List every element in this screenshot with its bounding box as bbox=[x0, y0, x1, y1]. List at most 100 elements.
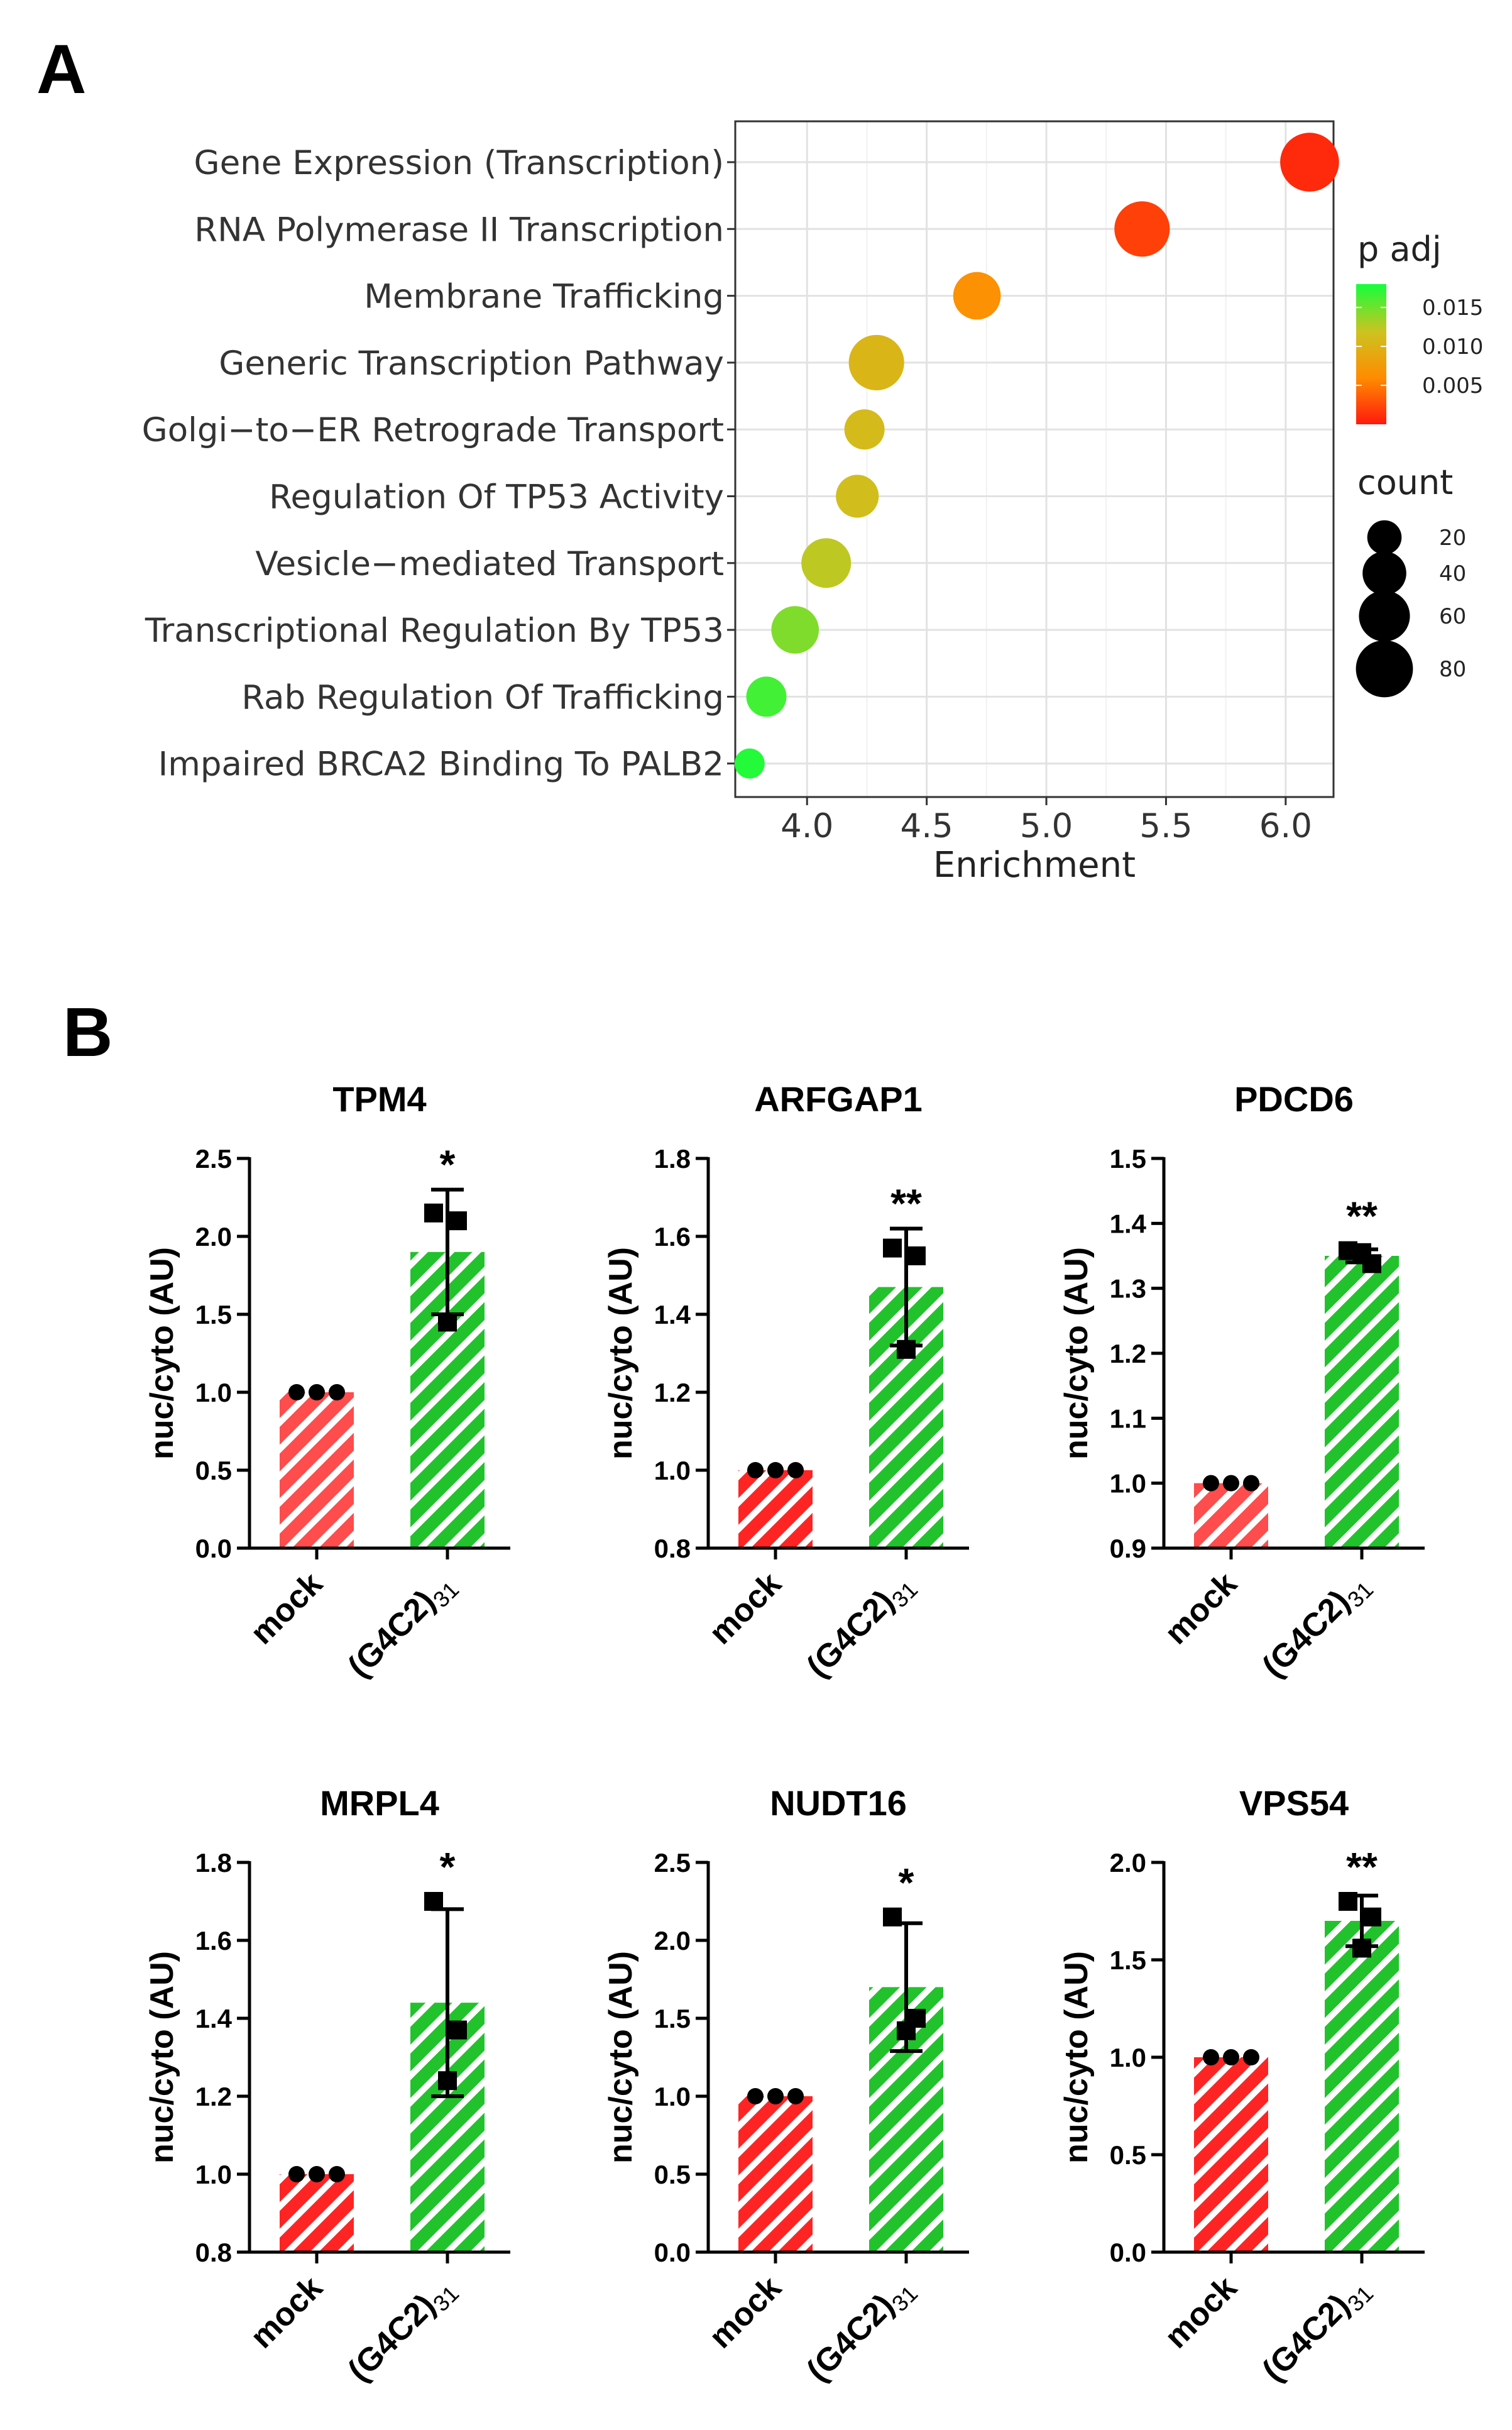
y-tick-label: 1.0 bbox=[1110, 2043, 1146, 2072]
y-tick-label: 1.4 bbox=[654, 1300, 691, 1329]
data-point-g4c2 bbox=[883, 1238, 902, 1258]
data-point-mock bbox=[309, 2166, 325, 2182]
data-point-g4c2 bbox=[1352, 1938, 1371, 1958]
y-axis-label: nuc/cyto (AU) bbox=[1058, 1951, 1095, 2163]
data-point-mock bbox=[309, 1384, 325, 1400]
enrichment-point bbox=[1280, 133, 1339, 192]
term-label: Membrane Trafficking bbox=[364, 278, 724, 316]
size-legend-label: 60 bbox=[1439, 604, 1466, 629]
y-axis-label: nuc/cyto (AU) bbox=[603, 1247, 639, 1460]
bar-mock bbox=[1194, 2057, 1268, 2252]
data-point-mock bbox=[767, 2088, 784, 2104]
bar-chart-pdcd6: PDCD6 nuc/cyto (AU) 0.9 1.0 1.1 1.2 1.3 1.4 1.5 m… bbox=[1058, 1079, 1425, 1688]
color-legend-bar bbox=[1356, 284, 1386, 424]
enrichment-point bbox=[734, 748, 765, 779]
data-point-mock bbox=[1243, 1475, 1259, 1492]
chart-title: MRPL4 bbox=[320, 1783, 439, 1823]
data-point-g4c2 bbox=[1339, 1892, 1357, 1911]
bar-g4c2 bbox=[1325, 1921, 1399, 2252]
y-tick-label: 0.0 bbox=[654, 2238, 691, 2267]
y-tick-label: 1.4 bbox=[195, 2004, 233, 2033]
y-tick-label: 1.4 bbox=[1110, 1209, 1147, 1238]
panel-a-label: A bbox=[36, 31, 86, 108]
category-label-mock: mock bbox=[702, 2269, 788, 2355]
dotplot-panel-background bbox=[735, 121, 1334, 797]
data-point-mock bbox=[329, 2166, 345, 2182]
significance-marker: * bbox=[440, 1142, 456, 1187]
bar-chart-vps54: VPS54 nuc/cyto (AU) 0.0 0.5 1.0 1.5 2.0 mock (G4… bbox=[1058, 1783, 1425, 2389]
data-point-mock bbox=[1203, 1475, 1219, 1492]
y-tick-label: 1.0 bbox=[1110, 1469, 1146, 1498]
y-tick-label: 1.2 bbox=[654, 1378, 691, 1407]
dotplot-chart: Gene Expression (Transcription) RNA Polym… bbox=[142, 120, 1483, 886]
size-legend-dot bbox=[1362, 551, 1406, 595]
data-point-mock bbox=[329, 1384, 345, 1400]
category-label-mock: mock bbox=[1158, 2269, 1244, 2355]
dotplot-panel-border bbox=[734, 120, 1335, 798]
bar-mock bbox=[280, 1392, 354, 1548]
y-tick-label: 1.5 bbox=[1110, 1945, 1146, 1975]
enrichment-point bbox=[771, 606, 819, 654]
y-tick-label: 1.0 bbox=[654, 2082, 691, 2111]
category-label-g4c2: (G4C2)31 bbox=[800, 2269, 923, 2392]
x-tick-label: 5.0 bbox=[1020, 807, 1073, 845]
category-label-g4c2: (G4C2)31 bbox=[800, 1565, 923, 1688]
enrichment-point bbox=[844, 409, 885, 450]
size-legend-dot bbox=[1367, 520, 1402, 555]
category-label-g4c2: (G4C2)31 bbox=[1256, 1565, 1379, 1688]
x-tick-label: 6.0 bbox=[1259, 807, 1312, 845]
enrichment-point bbox=[836, 475, 879, 518]
data-point-g4c2 bbox=[897, 1339, 916, 1359]
y-tick-label: 2.0 bbox=[195, 1222, 232, 1251]
data-point-mock bbox=[1243, 2049, 1259, 2065]
color-legend-title: p adj bbox=[1357, 229, 1442, 269]
y-tick-label: 1.6 bbox=[195, 1926, 232, 1955]
x-tick-label: 4.0 bbox=[781, 807, 833, 845]
y-tick-label: 1.2 bbox=[195, 2082, 232, 2111]
y-tick-label: 0.5 bbox=[1110, 2140, 1146, 2170]
y-tick-label: 0.8 bbox=[654, 1534, 691, 1563]
y-tick-label: 1.0 bbox=[654, 1456, 691, 1485]
color-legend-label: 0.010 bbox=[1422, 334, 1483, 360]
term-label: Vesicle−mediated Transport bbox=[255, 545, 724, 583]
bar-mock bbox=[738, 1470, 813, 1548]
data-point-mock bbox=[288, 2166, 305, 2182]
y-tick-label: 1.3 bbox=[1110, 1274, 1146, 1304]
data-point-g4c2 bbox=[438, 1312, 457, 1332]
data-point-mock bbox=[747, 1462, 764, 1478]
bar-mock bbox=[1194, 1483, 1268, 1548]
data-point-mock bbox=[787, 1462, 804, 1478]
term-label: Transcriptional Regulation By TP53 bbox=[145, 612, 724, 650]
data-point-g4c2 bbox=[1352, 1243, 1371, 1262]
data-point-g4c2 bbox=[424, 1892, 443, 1911]
term-label: Golgi−to−ER Retrograde Transport bbox=[142, 411, 724, 449]
term-label: Rab Regulation Of Trafficking bbox=[241, 678, 724, 717]
size-legend-label: 80 bbox=[1439, 657, 1466, 682]
color-legend-label: 0.015 bbox=[1422, 295, 1483, 321]
chart-title: TPM4 bbox=[332, 1079, 426, 1119]
bar-chart-nudt16: NUDT16 nuc/cyto (AU) 0.0 0.5 1.0 1.5 2.0 2.5 moc… bbox=[603, 1783, 969, 2392]
data-point-mock bbox=[1203, 2049, 1219, 2065]
y-tick-label: 0.0 bbox=[1110, 2238, 1146, 2267]
data-point-g4c2 bbox=[448, 1211, 467, 1231]
y-tick-label: 1.5 bbox=[654, 2004, 691, 2033]
size-legend-label: 20 bbox=[1439, 525, 1466, 551]
chart-title: PDCD6 bbox=[1234, 1079, 1354, 1119]
significance-marker: ** bbox=[1346, 1194, 1378, 1239]
y-tick-label: 0.8 bbox=[195, 2238, 232, 2267]
y-tick-label: 2.5 bbox=[195, 1144, 232, 1174]
y-tick-label: 1.5 bbox=[195, 1300, 232, 1329]
y-tick-label: 2.0 bbox=[654, 1926, 691, 1955]
data-point-g4c2 bbox=[897, 2021, 916, 2040]
data-point-mock bbox=[747, 2088, 764, 2104]
y-tick-label: 1.0 bbox=[195, 1378, 232, 1407]
y-tick-label: 1.8 bbox=[195, 1848, 232, 1877]
data-point-mock bbox=[787, 2088, 804, 2104]
data-point-mock bbox=[1223, 2049, 1239, 2065]
size-legend-dot bbox=[1359, 590, 1410, 642]
panel-b-label: B bbox=[63, 994, 112, 1071]
bar-mock bbox=[738, 2096, 813, 2252]
category-label-mock: mock bbox=[243, 2269, 329, 2355]
